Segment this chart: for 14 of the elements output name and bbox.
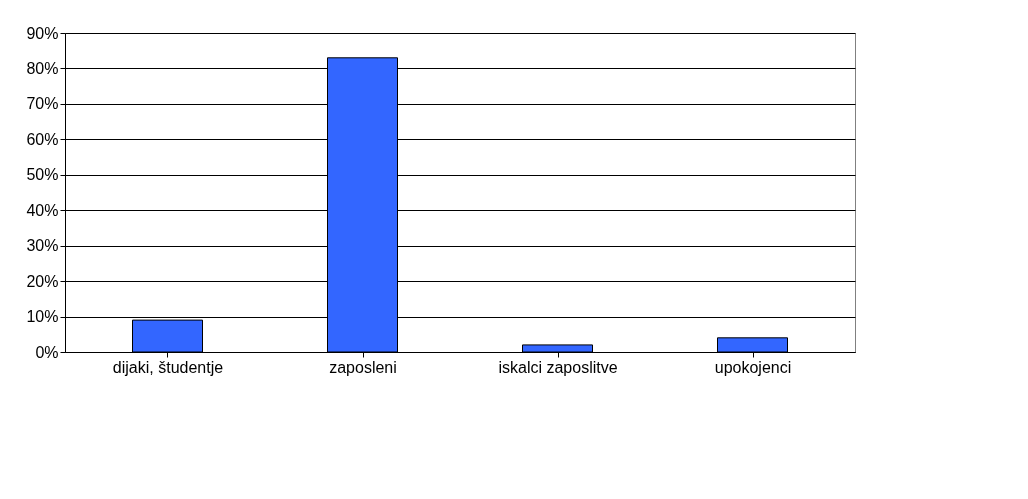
y-tick-label: 20% (26, 272, 59, 290)
y-tick-label: 60% (26, 130, 59, 148)
x-tick-label: zaposleni (329, 358, 397, 376)
y-tick-label: 50% (26, 166, 59, 184)
y-tick-label: 80% (26, 59, 59, 77)
y-tick-label: 0% (35, 343, 59, 361)
y-tick-label: 30% (26, 237, 59, 255)
y-tick-label: 10% (26, 308, 59, 326)
y-tick-label: 40% (26, 201, 59, 219)
y-tick-label: 70% (26, 95, 59, 113)
x-tick-label: dijaki, študentje (112, 358, 224, 376)
x-tick-label: iskalci zaposlitve (498, 358, 618, 376)
y-tick-label: 90% (26, 24, 59, 42)
x-tick-label: upokojenci (714, 358, 792, 376)
